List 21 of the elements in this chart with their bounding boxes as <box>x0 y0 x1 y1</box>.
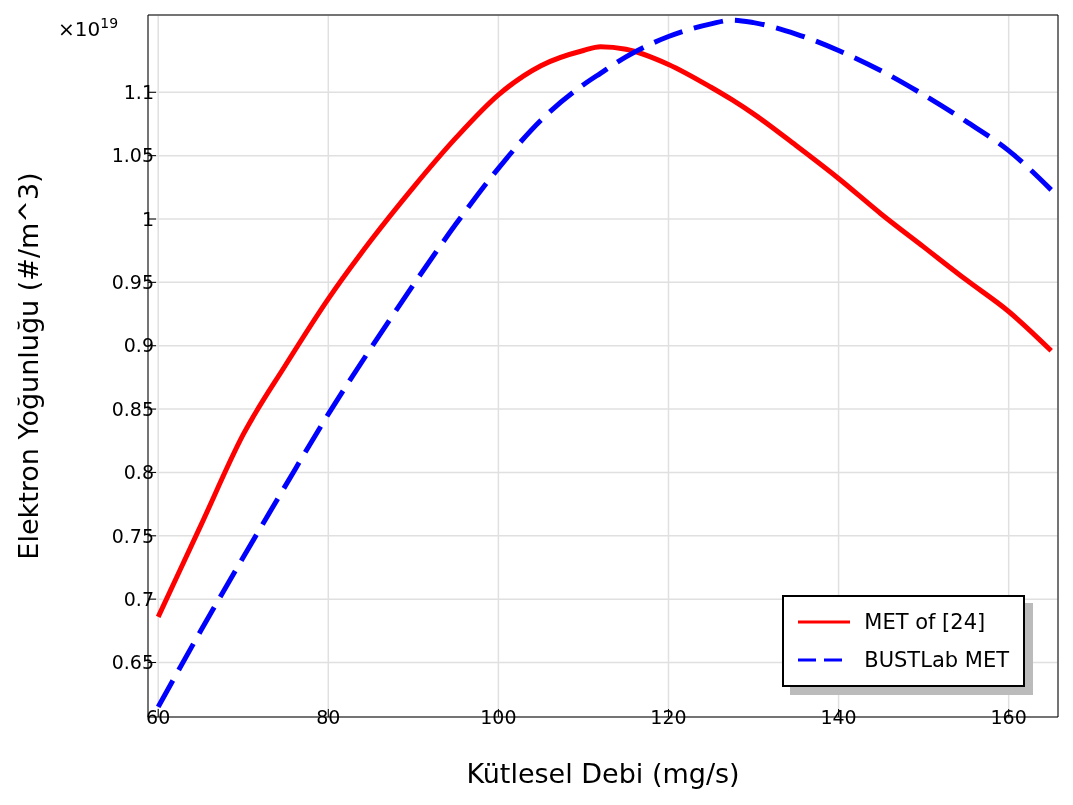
y-axis-title: Elektron Yoğunluğu (#/m^3) <box>12 172 44 560</box>
x-tick-label: 60 <box>146 706 171 729</box>
legend-label: BUSTLab MET <box>864 647 1009 674</box>
y-tick-label: 0.75 <box>111 524 154 547</box>
y-tick-label: 0.95 <box>111 271 154 294</box>
legend-label: MET of [24] <box>864 609 986 636</box>
y-tick-label: 0.85 <box>111 397 154 420</box>
text: ×10$^{19}$ <box>58 15 119 41</box>
y-tick-label: 1.05 <box>111 144 154 167</box>
x-tick-label: 80 <box>316 706 341 729</box>
y-tick-label: 0.7 <box>123 587 154 610</box>
x-tick-label: 140 <box>820 706 857 729</box>
x-tick-label: 120 <box>650 706 687 729</box>
y-tick-label: 1 <box>141 207 154 230</box>
x-tick-label: 160 <box>990 706 1027 729</box>
x-axis-title: Kütlesel Debi (mg/s) <box>466 758 740 789</box>
y-tick-label: 0.9 <box>123 334 154 357</box>
y-tick-label: 0.8 <box>123 461 154 484</box>
y-tick-label: 0.65 <box>111 651 154 674</box>
y-tick-label: 1.1 <box>123 81 154 104</box>
x-tick-label: 100 <box>480 706 517 729</box>
